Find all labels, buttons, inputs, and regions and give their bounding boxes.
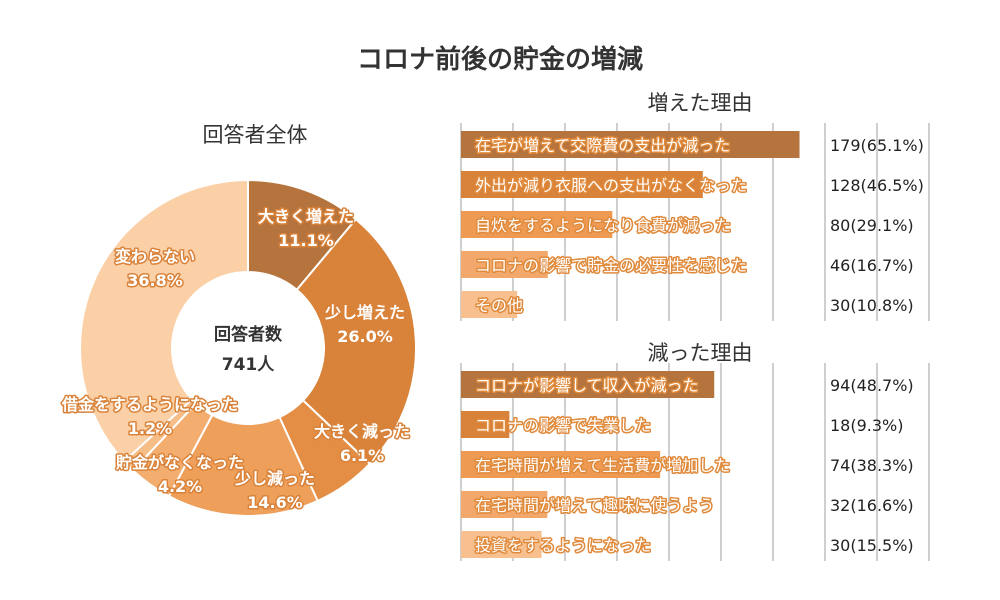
bar-label: コロナの影響で貯金の必要性を感じた (475, 256, 747, 275)
donut-title: 回答者全体 (203, 123, 308, 147)
bar-value-label: 30(15.5%) (830, 536, 914, 555)
donut-slice-label: 大きく増えた (258, 207, 354, 226)
donut-slice-label: 大きく減った (314, 422, 410, 441)
bar (461, 251, 548, 278)
donut-slice-percent: 36.8% (127, 271, 183, 290)
bar-label: その他 (475, 296, 523, 315)
increase-reasons-chart: 在宅が増えて交際費の支出が減った 179(65.1%) 外出が減り衣服への支出がなく… (460, 123, 930, 321)
donut-slice-label: 貯金がなくなった (116, 453, 244, 472)
donut-slice-percent: 4.2% (158, 477, 202, 496)
donut-slice-percent: 11.1% (278, 231, 334, 250)
bar (461, 371, 715, 398)
donut-center-label-1: 回答者数 (214, 324, 283, 345)
bar (461, 211, 613, 238)
bar-value-label: 30(10.8%) (830, 296, 914, 315)
donut-slice (79, 178, 249, 463)
donut-slice-percent: 1.2% (128, 419, 172, 438)
donut-slice-label: 少し増えた (324, 303, 405, 322)
donut-slice-percent: 26.0% (337, 327, 393, 346)
bar (461, 171, 703, 198)
donut-slice (167, 413, 319, 517)
decrease-reasons-chart: コロナが影響して収入が減った 94(48.7%) コロナの影響で失業した 18(9.3… (460, 363, 930, 561)
bar-value-label: 74(38.3%) (830, 456, 914, 475)
main-title: コロナ前後の貯金の増減 (357, 44, 643, 75)
bar (461, 451, 661, 478)
bar (461, 491, 548, 518)
donut-slice-label: 変わらない (115, 247, 195, 266)
decrease-reasons-title: 減った理由 (648, 341, 753, 365)
bar-value-label: 94(48.7%) (830, 376, 914, 395)
bar-label: 外出が減り衣服への支出がなくなった (475, 176, 747, 195)
increase-reasons-title: 増えた理由 (648, 91, 753, 115)
bar-label: 在宅時間が増えて趣味に使うよう (475, 496, 714, 515)
bar-label: 自炊をするようになり食費が減った (475, 216, 731, 235)
bar-value-label: 18(9.3%) (830, 416, 904, 435)
bar (461, 131, 800, 158)
bar-label: コロナが影響して収入が減った (475, 376, 699, 395)
donut-slice (295, 217, 417, 466)
bar-value-label: 80(29.1%) (830, 216, 914, 235)
donut-slice-label: 借金をするようになった (61, 395, 238, 414)
bar-value-label: 32(16.6%) (830, 496, 914, 515)
donut-chart: 大きく増えた 11.1% 少し増えた 26.0% 大きく減った 6.1% 少し減った 14.6… (59, 178, 417, 517)
donut-slice-percent: 6.1% (340, 446, 384, 465)
donut-slice-percent: 14.6% (247, 493, 303, 512)
bar-value-label: 46(16.7%) (830, 256, 914, 275)
bar (461, 411, 510, 438)
bar-value-label: 179(65.1%) (830, 136, 924, 155)
donut-center-label-2: 741人 (222, 355, 275, 375)
bar-label: コロナの影響で失業した (475, 416, 651, 435)
bar (461, 291, 518, 318)
bar-label: 在宅が増えて交際費の支出が減った (475, 136, 730, 155)
bar-label: 在宅時間が増えて生活費が増加した (475, 456, 730, 475)
donut-slice-label: 少し減った (234, 469, 315, 488)
bar-value-label: 128(46.5%) (830, 176, 924, 195)
bar (461, 531, 542, 558)
bar-label: 投資をするようになった (475, 536, 651, 555)
